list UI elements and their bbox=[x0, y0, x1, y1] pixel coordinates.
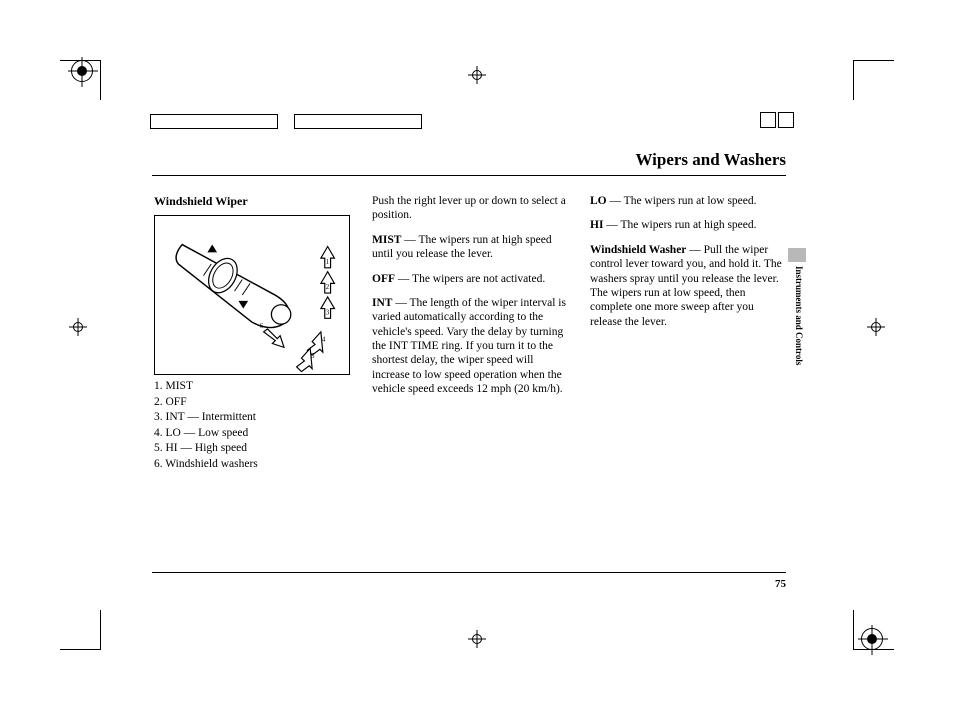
rule-top bbox=[152, 175, 786, 176]
column-2: Push the right lever up or down to selec… bbox=[372, 194, 568, 472]
label-off: OFF bbox=[372, 273, 395, 285]
legend-item: 1. MIST bbox=[154, 379, 350, 395]
rule-bottom bbox=[152, 572, 786, 573]
legend-item: 3. INT — Intermittent bbox=[154, 410, 350, 426]
label-mist: MIST bbox=[372, 234, 401, 246]
svg-text:5: 5 bbox=[311, 353, 315, 360]
page-title: Wipers and Washers bbox=[635, 150, 786, 170]
text-off: — The wipers are not activated. bbox=[395, 273, 545, 285]
label-hi: HI bbox=[590, 219, 603, 231]
figure-legend: 1. MIST 2. OFF 3. INT — Intermittent 4. … bbox=[154, 379, 350, 472]
col2-intro: Push the right lever up or down to selec… bbox=[372, 194, 568, 223]
registration-center-top bbox=[468, 66, 486, 84]
text-hi: — The wipers run at high speed. bbox=[603, 219, 756, 231]
text-int: — The length of the wiper interval is va… bbox=[372, 297, 566, 395]
col3-hi: HI — The wipers run at high speed. bbox=[590, 218, 786, 232]
col1-heading: Windshield Wiper bbox=[154, 194, 350, 209]
header-placeholder-boxes bbox=[150, 114, 422, 129]
col2-int: INT — The length of the wiper interval i… bbox=[372, 296, 568, 397]
label-washer: Windshield Washer bbox=[590, 244, 686, 256]
header-square-boxes bbox=[760, 112, 794, 128]
col2-off: OFF — The wipers are not activated. bbox=[372, 272, 568, 286]
legend-item: 5. HI — High speed bbox=[154, 441, 350, 457]
page-number: 75 bbox=[775, 578, 786, 590]
column-3: LO — The wipers run at low speed. HI — T… bbox=[590, 194, 786, 472]
registration-target-top-left bbox=[71, 60, 93, 82]
legend-item: 4. LO — Low speed bbox=[154, 426, 350, 442]
col3-lo: LO — The wipers run at low speed. bbox=[590, 194, 786, 208]
section-tab-label: Instruments and Controls bbox=[794, 266, 804, 365]
registration-center-left bbox=[69, 318, 87, 336]
legend-item: 6. Windshield washers bbox=[154, 457, 350, 473]
content-columns: Windshield Wiper bbox=[154, 194, 786, 472]
text-lo: — The wipers run at low speed. bbox=[607, 195, 757, 207]
legend-item: 2. OFF bbox=[154, 395, 350, 411]
col2-mist: MIST — The wipers run at high speed unti… bbox=[372, 233, 568, 262]
wiper-lever-figure: 1 2 3 4 5 6 bbox=[154, 215, 350, 375]
column-1: Windshield Wiper bbox=[154, 194, 350, 472]
manual-page: Wipers and Washers Instruments and Contr… bbox=[0, 0, 954, 710]
registration-center-right bbox=[867, 318, 885, 336]
registration-target-bottom-right bbox=[861, 628, 883, 650]
registration-center-bottom bbox=[468, 630, 486, 648]
section-tab-marker bbox=[788, 248, 806, 262]
label-lo: LO bbox=[590, 195, 607, 207]
text-washer: — Pull the wiper control lever toward yo… bbox=[590, 244, 782, 328]
svg-text:4: 4 bbox=[322, 337, 326, 344]
svg-text:1: 1 bbox=[326, 259, 329, 266]
col3-washer: Windshield Washer — Pull the wiper contr… bbox=[590, 243, 786, 329]
label-int: INT bbox=[372, 297, 392, 309]
